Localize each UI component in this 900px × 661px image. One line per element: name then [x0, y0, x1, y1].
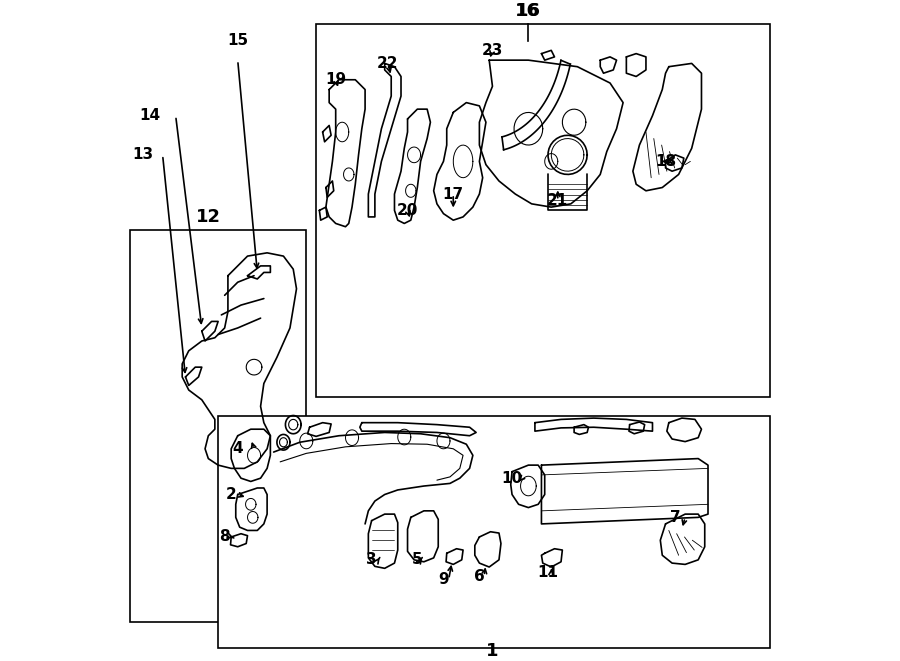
Text: 5: 5	[412, 553, 423, 567]
Text: 23: 23	[482, 43, 503, 58]
Bar	[130, 230, 306, 622]
Text: 15: 15	[227, 33, 248, 48]
Text: 10: 10	[501, 471, 523, 486]
Bar	[316, 24, 770, 397]
Text: 14: 14	[139, 108, 160, 123]
Text: 6: 6	[474, 568, 485, 584]
Text: 22: 22	[377, 56, 399, 71]
Text: 1: 1	[486, 642, 499, 660]
Text: 4: 4	[232, 442, 243, 456]
Text: 9: 9	[438, 572, 449, 587]
Text: 21: 21	[547, 193, 569, 208]
Text: 11: 11	[537, 565, 559, 580]
Text: 17: 17	[443, 186, 464, 202]
Text: 20: 20	[397, 203, 418, 218]
Text: 12: 12	[196, 208, 220, 226]
Text: 19: 19	[325, 72, 346, 87]
Text: 16: 16	[515, 2, 540, 20]
Text: 8: 8	[220, 529, 230, 545]
Text: 13: 13	[132, 147, 154, 163]
Text: 3: 3	[366, 553, 377, 567]
Text: 7: 7	[670, 510, 680, 525]
Text: 18: 18	[655, 154, 676, 169]
Text: 16: 16	[516, 2, 541, 20]
Text: 2: 2	[226, 487, 237, 502]
Bar	[218, 416, 770, 648]
